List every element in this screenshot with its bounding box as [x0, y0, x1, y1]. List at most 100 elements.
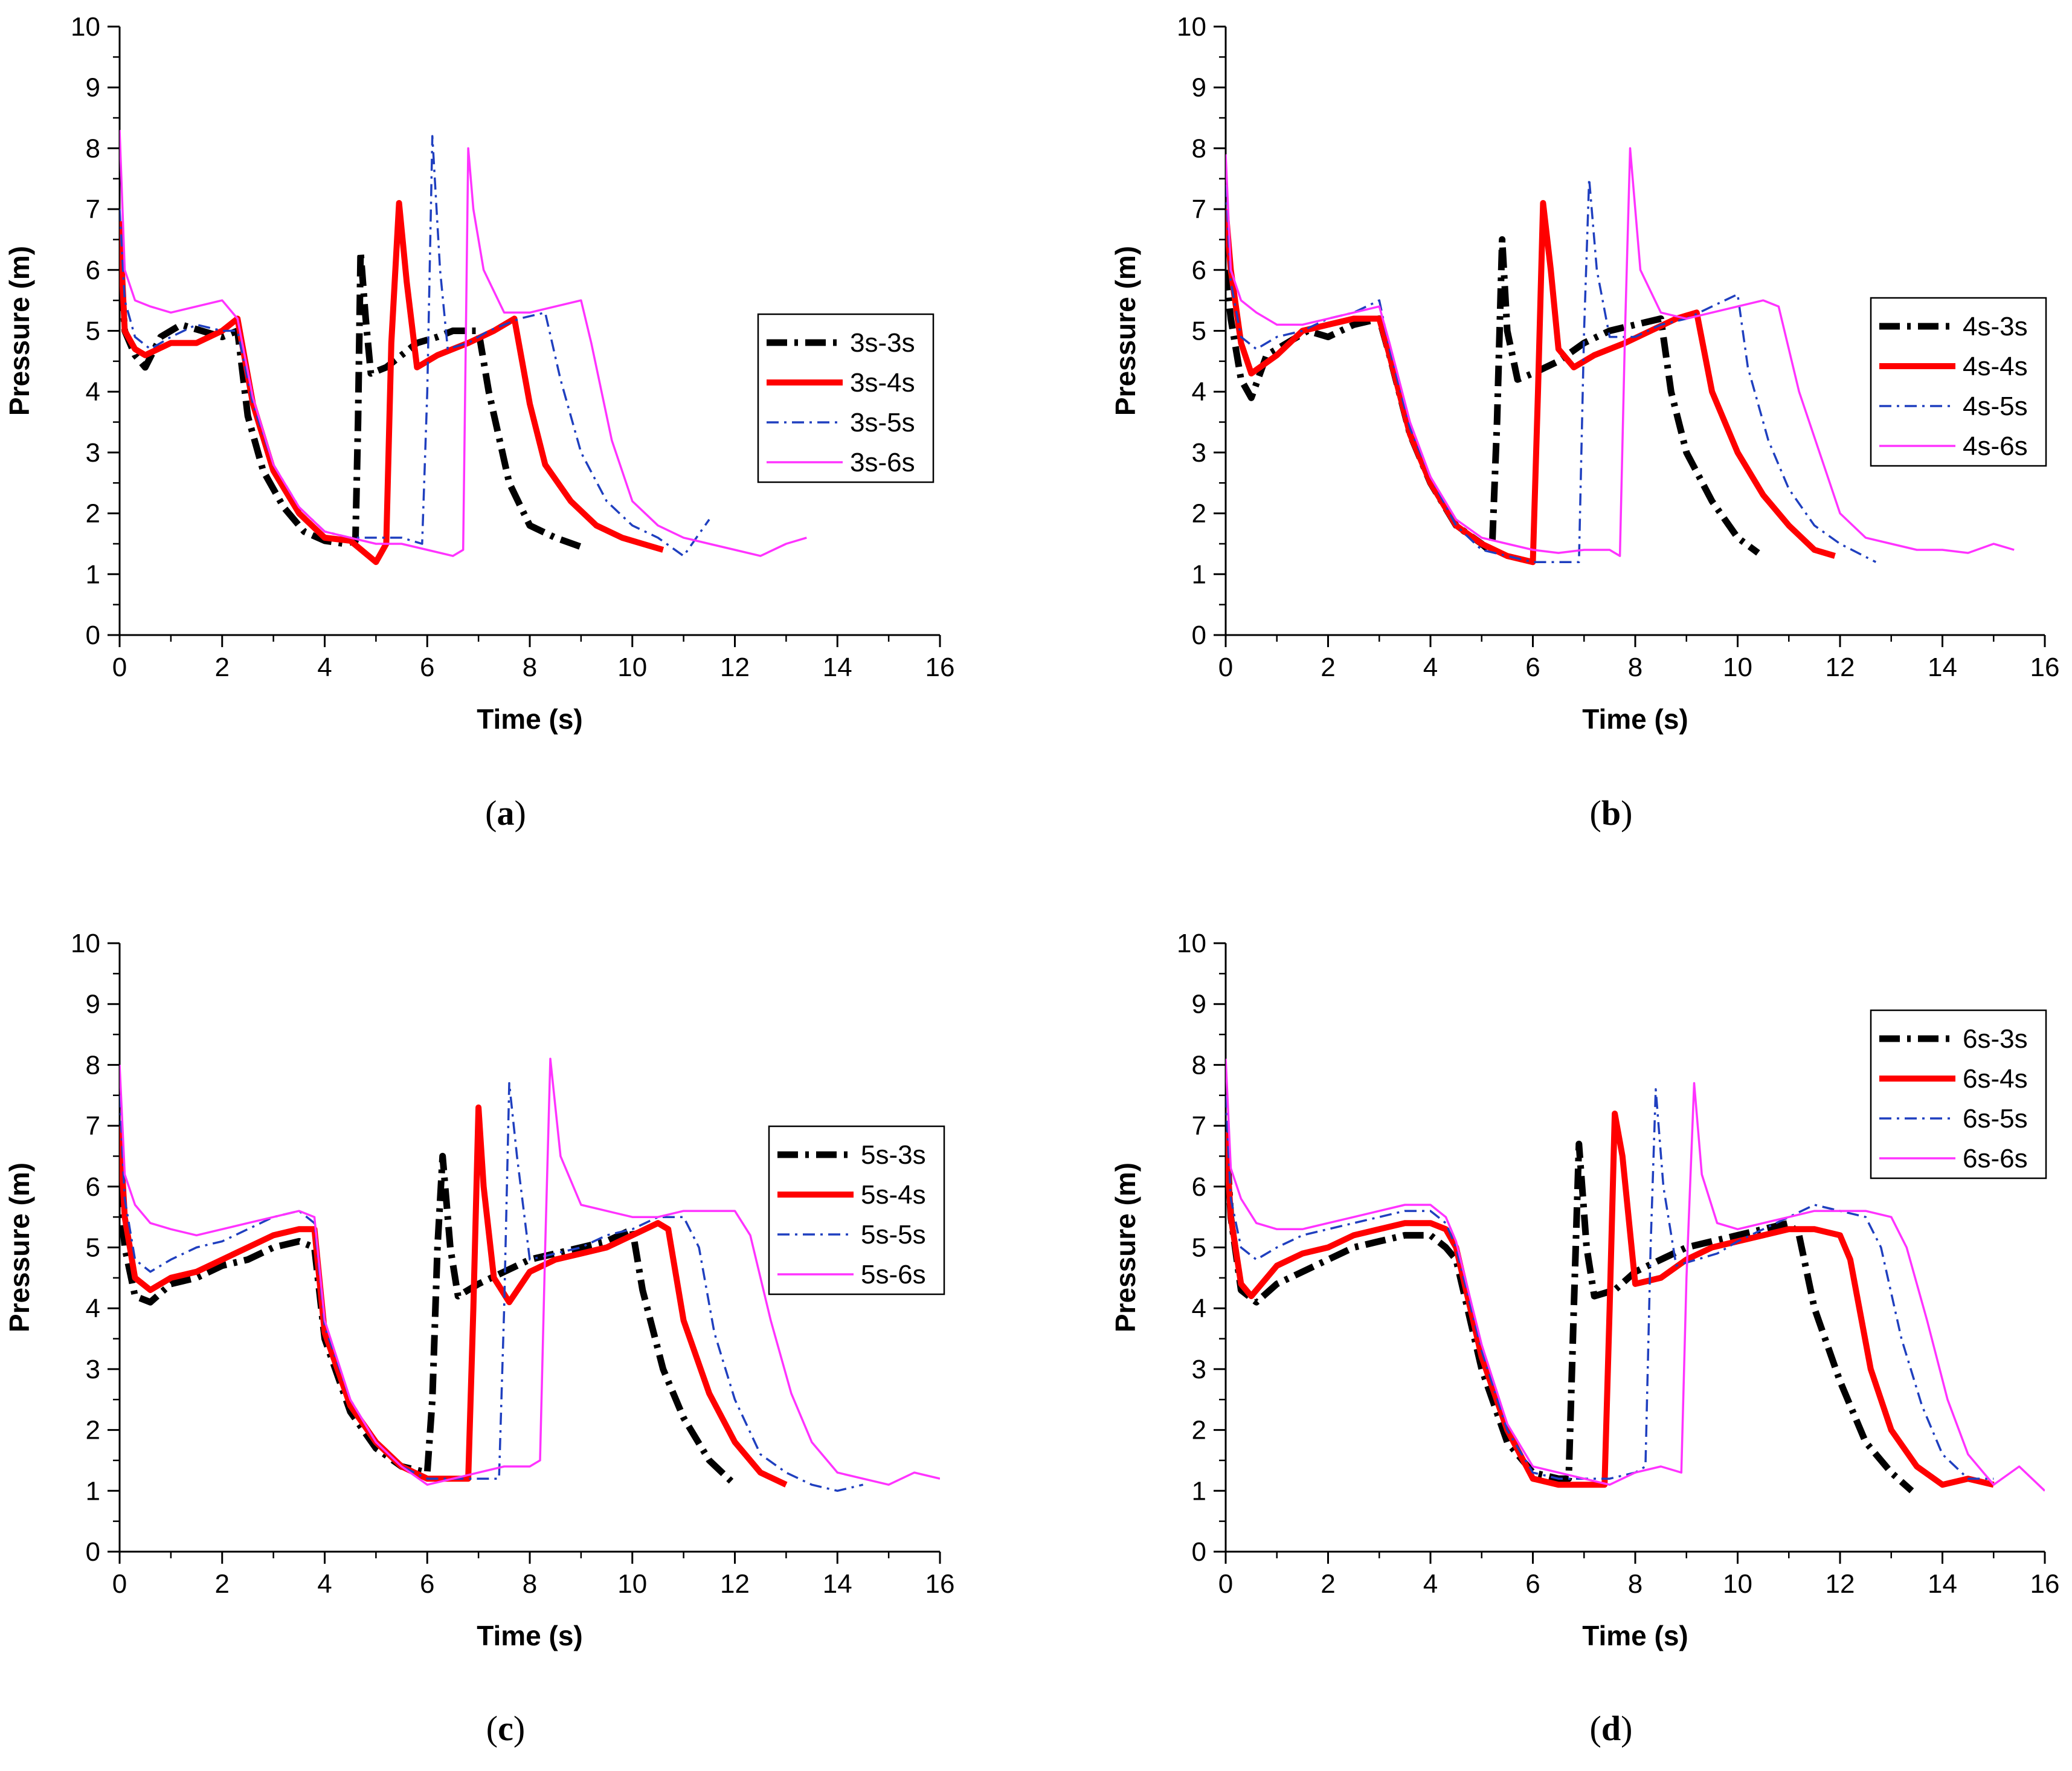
- series-line-5s-3s: [120, 1152, 738, 1488]
- legend-label: 5s-3s: [861, 1140, 926, 1170]
- x-tick-label: 10: [1723, 1569, 1752, 1599]
- x-tick-label: 6: [1525, 1569, 1540, 1599]
- x-tick-label: 2: [1321, 1569, 1335, 1599]
- y-tick-label: 7: [86, 1111, 100, 1141]
- x-tick-label: 0: [1218, 653, 1233, 682]
- legend-label: 6s-5s: [1963, 1104, 2028, 1134]
- legend-label: 3s-3s: [850, 328, 915, 358]
- caption-open-paren: (: [486, 1709, 498, 1748]
- legend-label: 5s-5s: [861, 1220, 926, 1250]
- x-axis-title: Time (s): [477, 703, 583, 735]
- series-line-3s-6s: [120, 130, 807, 557]
- x-tick-label: 2: [215, 653, 230, 682]
- series-line-3s-5s: [120, 135, 710, 557]
- y-axis-title: Pressure (m): [1110, 246, 1141, 416]
- caption-letter: a: [497, 793, 515, 833]
- series-group: [120, 1057, 940, 1492]
- y-tick-label: 0: [1192, 1537, 1206, 1567]
- y-tick-label: 9: [86, 73, 100, 103]
- y-tick-label: 8: [1192, 134, 1206, 163]
- series-line-4s-3s: [1226, 236, 1760, 556]
- y-tick-label: 6: [86, 256, 100, 285]
- y-tick-label: 3: [1192, 438, 1206, 468]
- legend-box: [768, 1125, 945, 1295]
- panel-caption: (c): [486, 1709, 525, 1748]
- x-tick-label: 4: [1423, 653, 1438, 682]
- series-group: [1226, 1059, 2045, 1494]
- x-tick-label: 0: [1218, 1569, 1233, 1599]
- x-tick-label: 12: [720, 1569, 750, 1599]
- x-tick-label: 10: [1723, 653, 1752, 682]
- caption-letter: d: [1601, 1709, 1621, 1748]
- caption-letter: b: [1601, 793, 1621, 833]
- y-tick-label: 2: [86, 499, 100, 529]
- x-tick-label: 16: [2030, 1569, 2060, 1599]
- x-tick-label: 2: [1321, 653, 1335, 682]
- y-tick-label: 7: [1192, 1111, 1206, 1141]
- y-tick-label: 8: [1192, 1050, 1206, 1080]
- y-tick-label: 6: [86, 1172, 100, 1202]
- series-line-6s-4s: [1226, 1111, 1995, 1488]
- y-tick-label: 10: [1177, 12, 1206, 42]
- y-tick-label: 5: [1192, 317, 1206, 346]
- y-tick-label: 2: [1192, 499, 1206, 529]
- legend-box: [1870, 297, 2047, 467]
- series-line-3s-4s: [120, 200, 664, 566]
- x-tick-label: 14: [1928, 1569, 1957, 1599]
- legend-box: [757, 313, 935, 483]
- legend: 5s-3s 5s-4s 5s-5s 5s-6s: [768, 1125, 945, 1295]
- legend-label: 3s-5s: [850, 408, 915, 437]
- x-tick-label: 10: [617, 1569, 647, 1599]
- caption-open-paren: (: [1590, 1709, 1601, 1748]
- x-axis-title: Time (s): [1582, 1620, 1688, 1651]
- x-tick-label: 14: [823, 653, 852, 682]
- series-group: [1226, 147, 2015, 566]
- y-tick-label: 8: [86, 1050, 100, 1080]
- y-tick-label: 3: [86, 438, 100, 468]
- series-line-6s-6s: [1226, 1059, 2045, 1492]
- y-tick-label: 5: [86, 317, 100, 346]
- y-tick-label: 0: [1192, 621, 1206, 650]
- y-tick-label: 1: [86, 560, 100, 589]
- x-tick-label: 14: [1928, 653, 1957, 682]
- y-tick-label: 10: [71, 12, 100, 42]
- series-group: [120, 130, 807, 566]
- y-tick-label: 1: [1192, 560, 1206, 589]
- panel-caption: (d): [1590, 1709, 1633, 1748]
- series-line-6s-3s: [1226, 1125, 1914, 1494]
- legend-box: [1870, 1009, 2047, 1179]
- x-tick-label: 6: [1525, 653, 1540, 682]
- legend: 6s-3s 6s-4s 6s-5s 6s-6s: [1870, 1009, 2047, 1179]
- x-tick-label: 12: [720, 653, 750, 682]
- legend-label: 4s-5s: [1963, 392, 2028, 421]
- legend: 3s-3s 3s-4s 3s-5s 3s-6s: [757, 313, 935, 483]
- y-tick-label: 6: [1192, 256, 1206, 285]
- x-tick-label: 4: [317, 1569, 332, 1599]
- y-tick-label: 3: [86, 1355, 100, 1384]
- x-tick-label: 2: [215, 1569, 230, 1599]
- x-tick-label: 4: [317, 653, 332, 682]
- y-tick-label: 4: [1192, 1294, 1206, 1323]
- x-tick-label: 10: [617, 653, 647, 682]
- caption-close-paren: ): [1621, 793, 1632, 833]
- y-tick-label: 4: [86, 1294, 100, 1323]
- x-tick-label: 4: [1423, 1569, 1438, 1599]
- x-tick-label: 12: [1826, 653, 1855, 682]
- caption-open-paren: (: [485, 793, 497, 833]
- y-tick-label: 7: [1192, 195, 1206, 224]
- y-tick-label: 2: [86, 1416, 100, 1445]
- legend-label: 4s-6s: [1963, 431, 2028, 461]
- series-line-5s-5s: [120, 1082, 864, 1492]
- y-tick-label: 5: [86, 1233, 100, 1263]
- y-tick-label: 6: [1192, 1172, 1206, 1202]
- legend-label: 5s-4s: [861, 1180, 926, 1210]
- x-tick-label: 16: [2030, 653, 2060, 682]
- y-tick-label: 10: [71, 929, 100, 958]
- y-tick-label: 4: [1192, 377, 1206, 407]
- series-line-4s-5s: [1226, 178, 1877, 563]
- x-tick-label: 14: [823, 1569, 852, 1599]
